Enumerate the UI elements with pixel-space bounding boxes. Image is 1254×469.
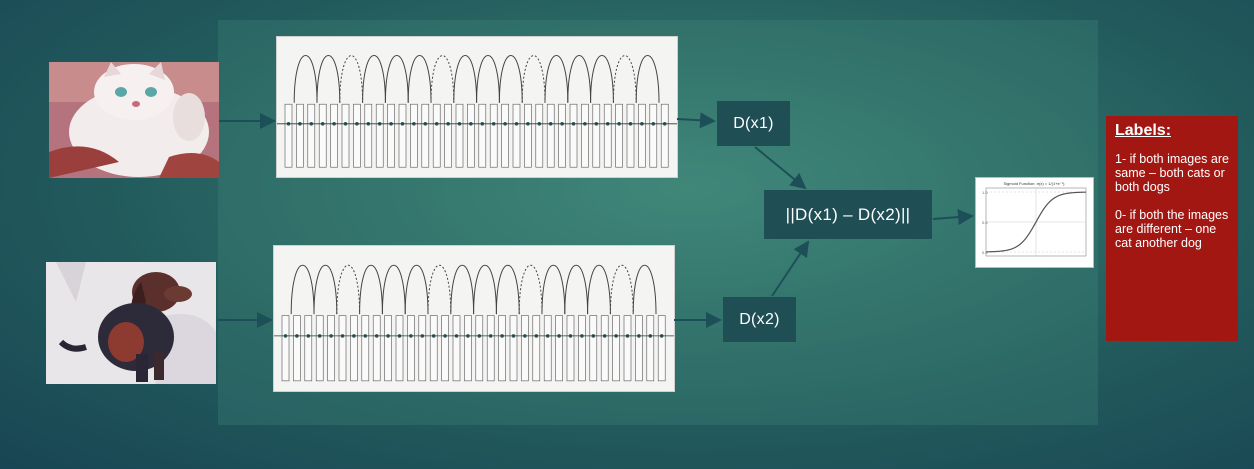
svg-text:0.5: 0.5: [982, 220, 988, 225]
label-negative: 0- if both the images are different – on…: [1115, 208, 1229, 250]
encoding-x1-box: D(x1): [717, 101, 790, 146]
arrow-dx1-to-distance: [754, 146, 807, 190]
labels-box: Labels: 1- if both images are same – bot…: [1106, 116, 1238, 341]
sigmoid-plot: Sigmoid Function: σ(x) = 1/(1+e⁻ˣ) 1.0 0…: [975, 177, 1094, 268]
sigmoid-title: Sigmoid Function: σ(x) = 1/(1+e⁻ˣ): [1003, 181, 1065, 186]
dog-image: [46, 262, 216, 384]
arrow-encoder-top-to-dx1: [676, 112, 716, 129]
label-positive: 1- if both images are same – both cats o…: [1115, 152, 1229, 194]
svg-text:0.0: 0.0: [982, 250, 988, 255]
distance-box: ||D(x1) – D(x2)||: [764, 190, 932, 239]
svg-text:1.0: 1.0: [982, 190, 988, 195]
arrow-distance-to-sigmoid: [932, 209, 974, 226]
encoding-x2-label: D(x2): [739, 310, 780, 328]
encoding-x2-box: D(x2): [723, 297, 796, 342]
arrow-dx2-to-distance: [771, 240, 810, 297]
labels-title: Labels:: [1115, 122, 1172, 139]
distance-label: ||D(x1) – D(x2)||: [785, 204, 911, 224]
encoding-x1-label: D(x1): [733, 114, 774, 132]
encoder-network-bottom: [273, 245, 675, 392]
encoder-network-top: [276, 36, 678, 178]
cat-image: [49, 62, 219, 178]
